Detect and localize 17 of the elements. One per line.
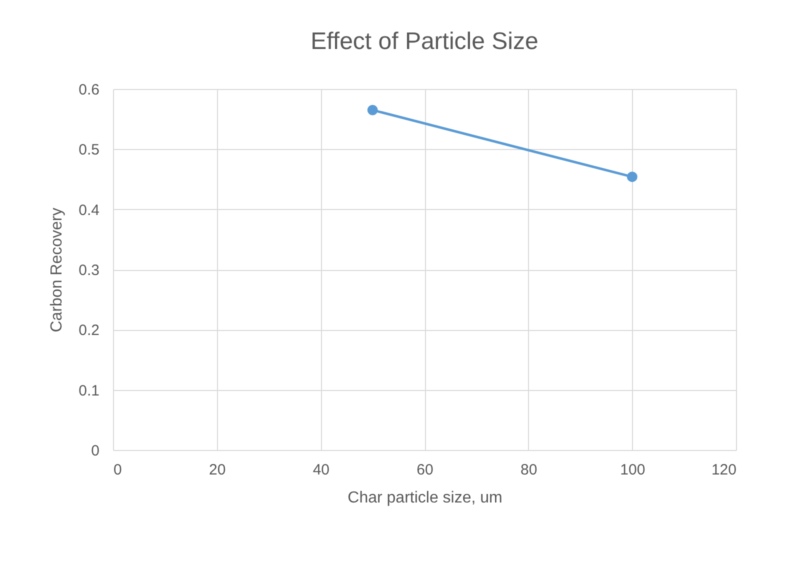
y-axis-title: Carbon Recovery (48, 208, 66, 332)
x-tick-label: 60 (416, 462, 434, 478)
x-tick-label: 40 (312, 462, 330, 478)
y-tick-label: 0.2 (78, 322, 100, 340)
x-tick-label: 0 (114, 462, 122, 478)
x-tick-label: 20 (208, 462, 226, 478)
y-tick-label: 0.1 (78, 382, 100, 400)
y-tick-label: 0.5 (78, 142, 100, 159)
chart-title: Effect of Particle Size (310, 28, 538, 55)
x-axis-title: Char particle size, um (348, 490, 502, 506)
y-tick-label: 0 (91, 442, 100, 460)
x-tick-label: 100 (620, 462, 646, 478)
x-tick-label: 120 (711, 462, 736, 478)
y-tick-label: 0.4 (78, 202, 100, 219)
y-tick-label: 0.3 (78, 262, 100, 279)
y-tick-label: 0.6 (78, 82, 100, 98)
x-tick-label: 80 (520, 462, 538, 478)
